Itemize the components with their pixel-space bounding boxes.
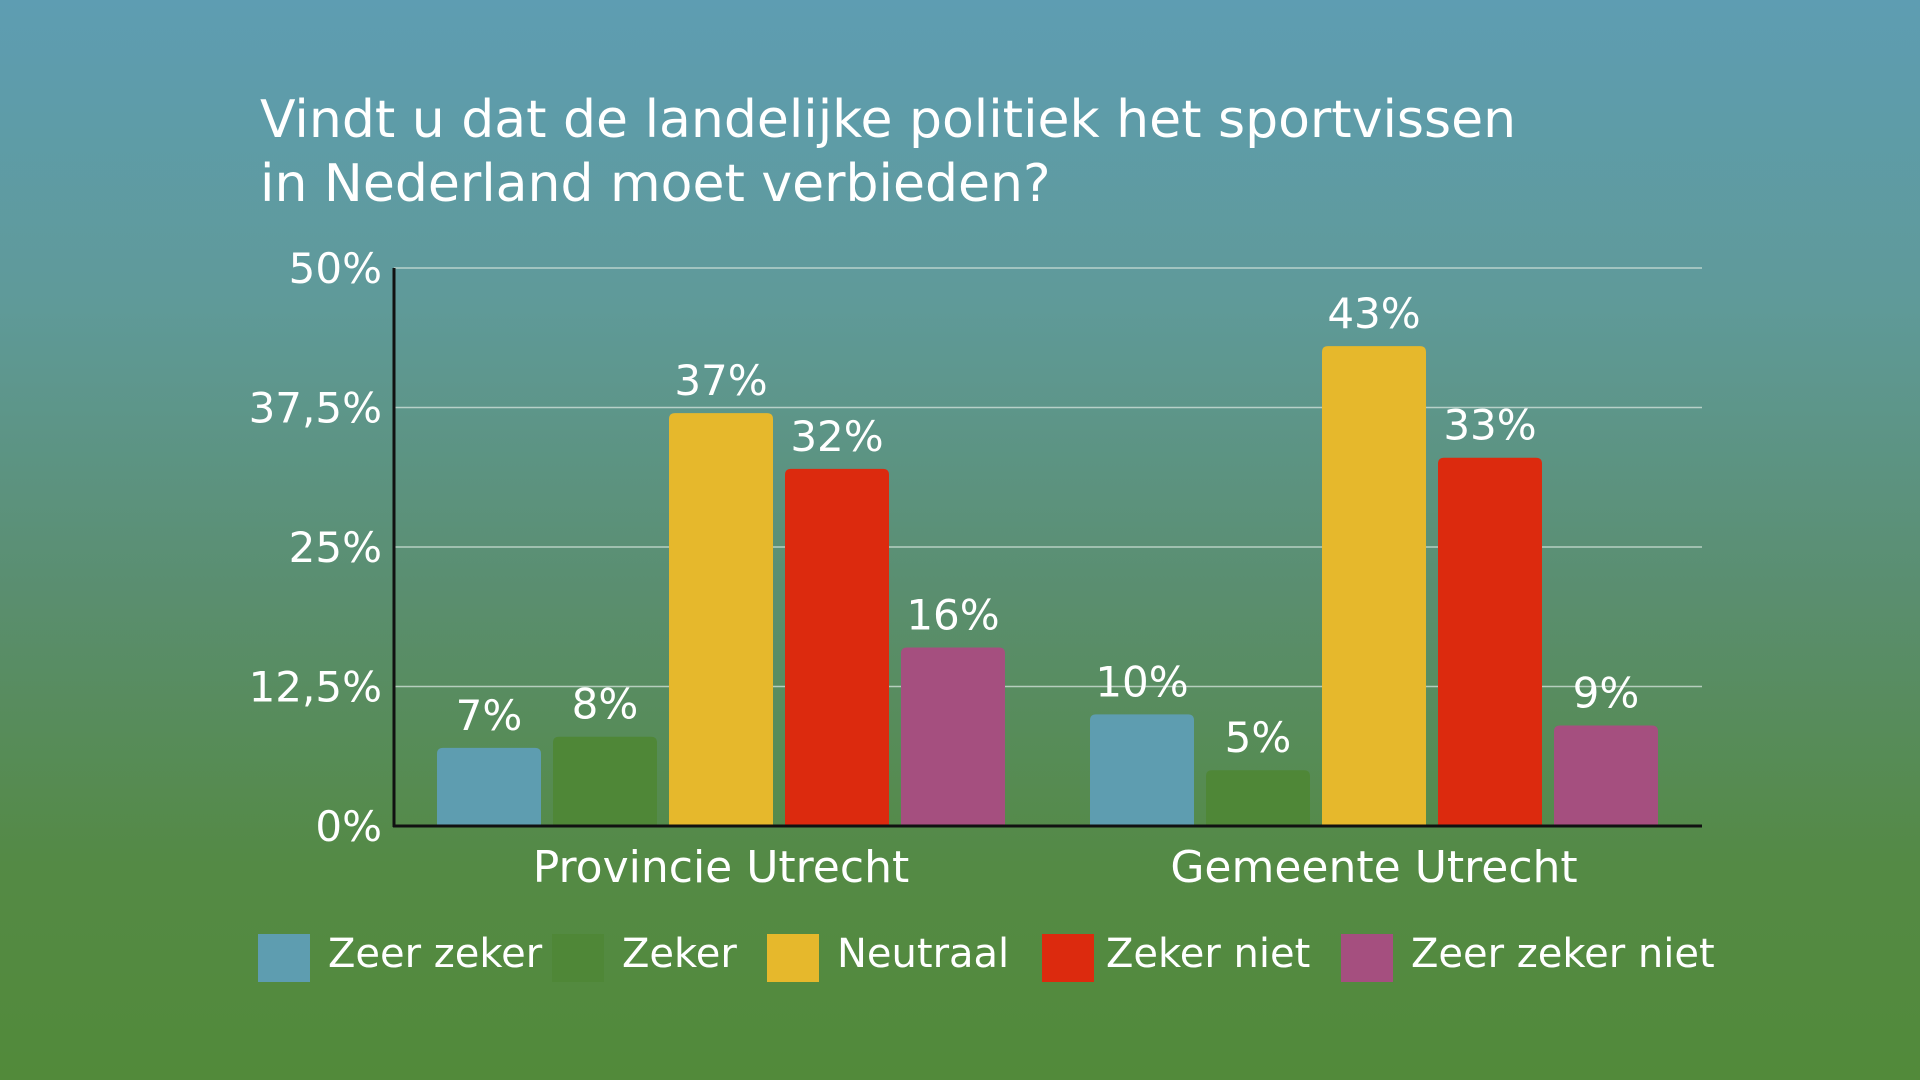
bar: [901, 647, 1005, 826]
data-label: 16%: [906, 590, 999, 639]
bar: [669, 413, 773, 826]
bar: [1322, 346, 1426, 826]
bar: [1554, 725, 1658, 826]
y-tick-label: 0%: [315, 802, 382, 851]
legend: Zeer zeker Zeker Neutraal Zeker niet Zee…: [258, 928, 1715, 982]
bar: [437, 747, 541, 826]
bar: [785, 468, 889, 826]
y-tick-label: 25%: [289, 523, 382, 572]
legend-swatch-zeer-zeker: [258, 934, 310, 982]
legend-label-neutraal: Neutraal: [837, 931, 1010, 977]
chart-title-line-1: Vindt u dat de landelijke politiek het s…: [260, 90, 1517, 150]
data-label: 10%: [1095, 657, 1188, 706]
chart-title: Vindt u dat de landelijke politiek het s…: [260, 88, 1760, 216]
data-label: 7%: [456, 691, 523, 740]
y-tick-label: 37,5%: [249, 384, 382, 433]
legend-label-zeker-niet: Zeker niet: [1106, 931, 1311, 977]
legend-swatch-neutraal: [767, 934, 819, 982]
y-tick-label: 50%: [289, 244, 382, 293]
legend-swatch-zeker: [552, 934, 604, 982]
bar: [1206, 770, 1310, 826]
bar: [1090, 714, 1194, 826]
legend-label-zeer-zeker-niet: Zeer zeker niet: [1411, 931, 1715, 977]
chart-title-line-2: in Nederland moet verbieden?: [260, 154, 1051, 214]
data-label: 8%: [572, 680, 639, 729]
legend-swatch-zeker-niet: [1042, 934, 1094, 982]
data-label: 33%: [1443, 401, 1536, 450]
data-label: 5%: [1225, 713, 1292, 762]
x-category-label: Gemeente Utrecht: [1170, 842, 1577, 893]
bar: [553, 736, 657, 826]
y-tick-label: 12,5%: [249, 663, 382, 712]
bar: [1438, 457, 1542, 826]
data-label: 37%: [674, 356, 767, 405]
legend-swatch-zeer-zeker-niet: [1341, 934, 1393, 982]
x-category-label: Provincie Utrecht: [533, 842, 909, 893]
data-label: 32%: [790, 412, 883, 461]
data-label: 9%: [1573, 669, 1640, 718]
legend-label-zeker: Zeker: [622, 931, 737, 977]
legend-label-zeer-zeker: Zeer zeker: [328, 931, 543, 977]
data-label: 43%: [1327, 289, 1420, 338]
